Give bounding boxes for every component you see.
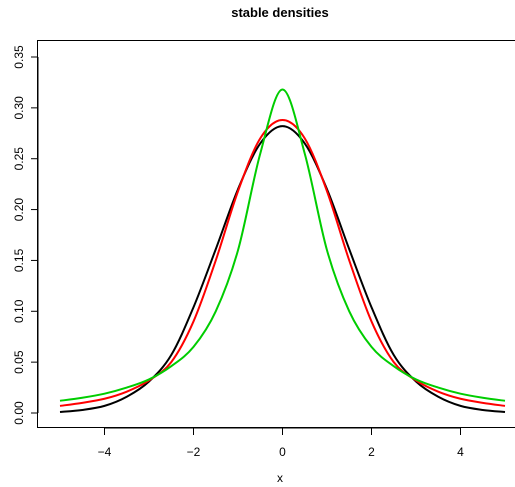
y-tick-label: 0.30 xyxy=(12,96,26,120)
x-tick-label: 0 xyxy=(279,445,286,459)
y-tick-label: 0.05 xyxy=(12,350,26,374)
series-line-1 xyxy=(59,125,506,413)
x-tick-label: 4 xyxy=(457,445,464,459)
y-tick-label: 0.15 xyxy=(12,248,26,272)
x-tick-label: 2 xyxy=(368,445,375,459)
y-tick-label: 0.10 xyxy=(12,299,26,323)
y-axis: 0.00 0.05 0.10 0.15 0.20 0.25 0.30 0.35 xyxy=(12,45,39,425)
x-axis-label: x xyxy=(277,471,283,485)
y-tick-label: 0.35 xyxy=(12,45,26,69)
x-tick-label: −2 xyxy=(187,445,201,459)
y-tick-label: 0.00 xyxy=(12,401,26,425)
y-tick-label: 0.20 xyxy=(12,198,26,222)
series-layer xyxy=(59,88,506,413)
y-tick-label: 0.25 xyxy=(12,147,26,171)
series-line-2 xyxy=(59,119,506,407)
x-axis: −4 −2 0 2 4 xyxy=(98,427,464,459)
series-line-3 xyxy=(59,88,506,402)
x-tick-label: −4 xyxy=(98,445,112,459)
chart-title: stable densities xyxy=(231,5,329,20)
